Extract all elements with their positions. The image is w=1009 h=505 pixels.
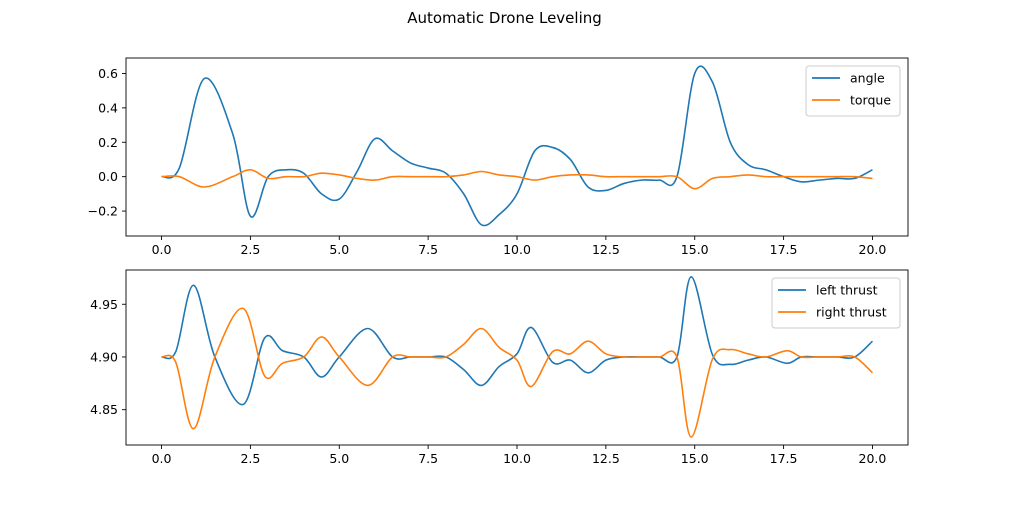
x-tick-label: 15.0 — [681, 451, 709, 466]
thrust-plot: 0.0 2.5 5.0 7.5 10.0 12.5 15.0 17.5 20.0 4.85 4.90… — [90, 269, 909, 466]
x-tick-label: 12.5 — [592, 242, 620, 257]
y-tick-label: −0.2 — [88, 204, 118, 219]
x-tick-label: 2.5 — [240, 451, 260, 466]
x-tick-label: 7.5 — [418, 451, 438, 466]
legend: angle torque — [805, 65, 901, 117]
y-tick-label: 0.4 — [98, 100, 118, 115]
series-line-right-thrust — [161, 307, 873, 438]
x-tick-label: 0.0 — [152, 242, 172, 257]
y-tick-label: 0.2 — [98, 135, 118, 150]
x-tick-label: 10.0 — [503, 242, 531, 257]
y-tick-label: 0.0 — [98, 169, 118, 184]
y-tick-label: 0.6 — [98, 66, 118, 81]
legend: left thrust right thrust — [771, 277, 901, 329]
x-tick-label: 17.5 — [770, 242, 798, 257]
legend-label: left thrust — [816, 283, 878, 298]
x-tick-label: 15.0 — [681, 242, 709, 257]
legend-label: torque — [850, 93, 891, 108]
angle-torque-plot: 0.0 2.5 5.0 7.5 10.0 12.5 15.0 17.5 20.0 −0.2 0.0 0… — [88, 57, 909, 257]
x-tick-label: 12.5 — [592, 451, 620, 466]
x-tick-label: 2.5 — [240, 242, 260, 257]
y-tick-label: 4.85 — [90, 402, 118, 417]
series-lines — [161, 65, 873, 227]
y-tick-label: 4.90 — [90, 349, 118, 364]
x-tick-label: 17.5 — [770, 451, 798, 466]
x-tick-label: 5.0 — [329, 451, 349, 466]
legend-label: right thrust — [816, 305, 887, 320]
series-lines — [161, 276, 873, 438]
series-line-left-thrust — [161, 276, 873, 406]
x-tick-label: 10.0 — [503, 451, 531, 466]
legend-label: angle — [850, 71, 885, 86]
x-tick-label: 20.0 — [859, 451, 887, 466]
x-tick-label: 0.0 — [152, 451, 172, 466]
x-tick-label: 7.5 — [418, 242, 438, 257]
x-tick-label: 5.0 — [329, 242, 349, 257]
x-tick-label: 20.0 — [859, 242, 887, 257]
y-tick-label: 4.95 — [90, 297, 118, 312]
figure-title: Automatic Drone Leveling — [407, 9, 602, 27]
series-line-torque — [161, 168, 873, 190]
